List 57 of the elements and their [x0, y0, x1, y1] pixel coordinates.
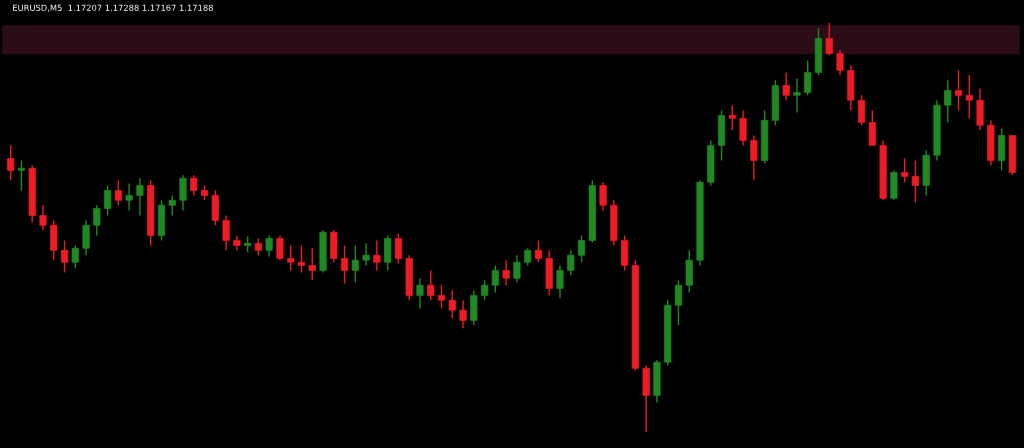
candlestick [71, 244, 79, 270]
candlestick [394, 232, 402, 265]
candlestick [911, 159, 920, 204]
candlestick [190, 174, 198, 197]
candlestick [136, 177, 144, 217]
candlestick [513, 254, 521, 283]
candlestick [599, 181, 607, 212]
candlestick [308, 247, 316, 281]
candlestick [179, 174, 187, 212]
candlestick [276, 234, 284, 261]
candlestick [373, 239, 381, 272]
candlestick [93, 204, 101, 237]
candlestick [825, 22, 833, 56]
candlestick [265, 234, 273, 258]
candlestick [567, 249, 575, 277]
candlestick [804, 59, 812, 97]
candlestick [222, 214, 230, 252]
candlestick [384, 234, 392, 272]
candlestick [104, 184, 112, 217]
candlestick [901, 157, 909, 183]
candlestick [340, 244, 349, 285]
candlestick [287, 244, 295, 272]
chart-title: EURUSD,M5 1.17207 1.17288 1.17167 1.17188 [13, 4, 213, 12]
candlestick [793, 77, 801, 114]
candlestick [459, 299, 467, 329]
candlestick [965, 74, 973, 120]
candlestick [674, 279, 683, 327]
candlestick [577, 234, 586, 263]
candlestick [60, 239, 69, 274]
candlestick [448, 289, 456, 320]
candlestick [502, 259, 510, 286]
candlestick [534, 239, 543, 263]
candlestick [954, 69, 963, 112]
candlestick [556, 264, 564, 299]
candlestick [17, 159, 26, 192]
candlestick [481, 279, 489, 302]
candlestick [836, 49, 844, 76]
candlestick [750, 134, 758, 181]
candlestick [437, 284, 446, 310]
candlestick [82, 219, 90, 256]
candlestick [782, 71, 790, 101]
candlestick [416, 277, 424, 310]
candlestick [857, 94, 866, 126]
candlestick [7, 144, 15, 181]
candlestick [728, 104, 736, 131]
candlestick [362, 242, 370, 267]
candlestick [739, 109, 747, 147]
candlestick [39, 204, 47, 231]
candlestick [125, 182, 133, 212]
candlestick [944, 79, 952, 124]
candlestick [351, 244, 359, 283]
candlestick [114, 179, 122, 206]
candlestick [297, 244, 306, 274]
candlestick [427, 269, 435, 302]
candlestick [168, 194, 176, 217]
candlestick [491, 264, 499, 294]
candlestick [868, 109, 876, 147]
